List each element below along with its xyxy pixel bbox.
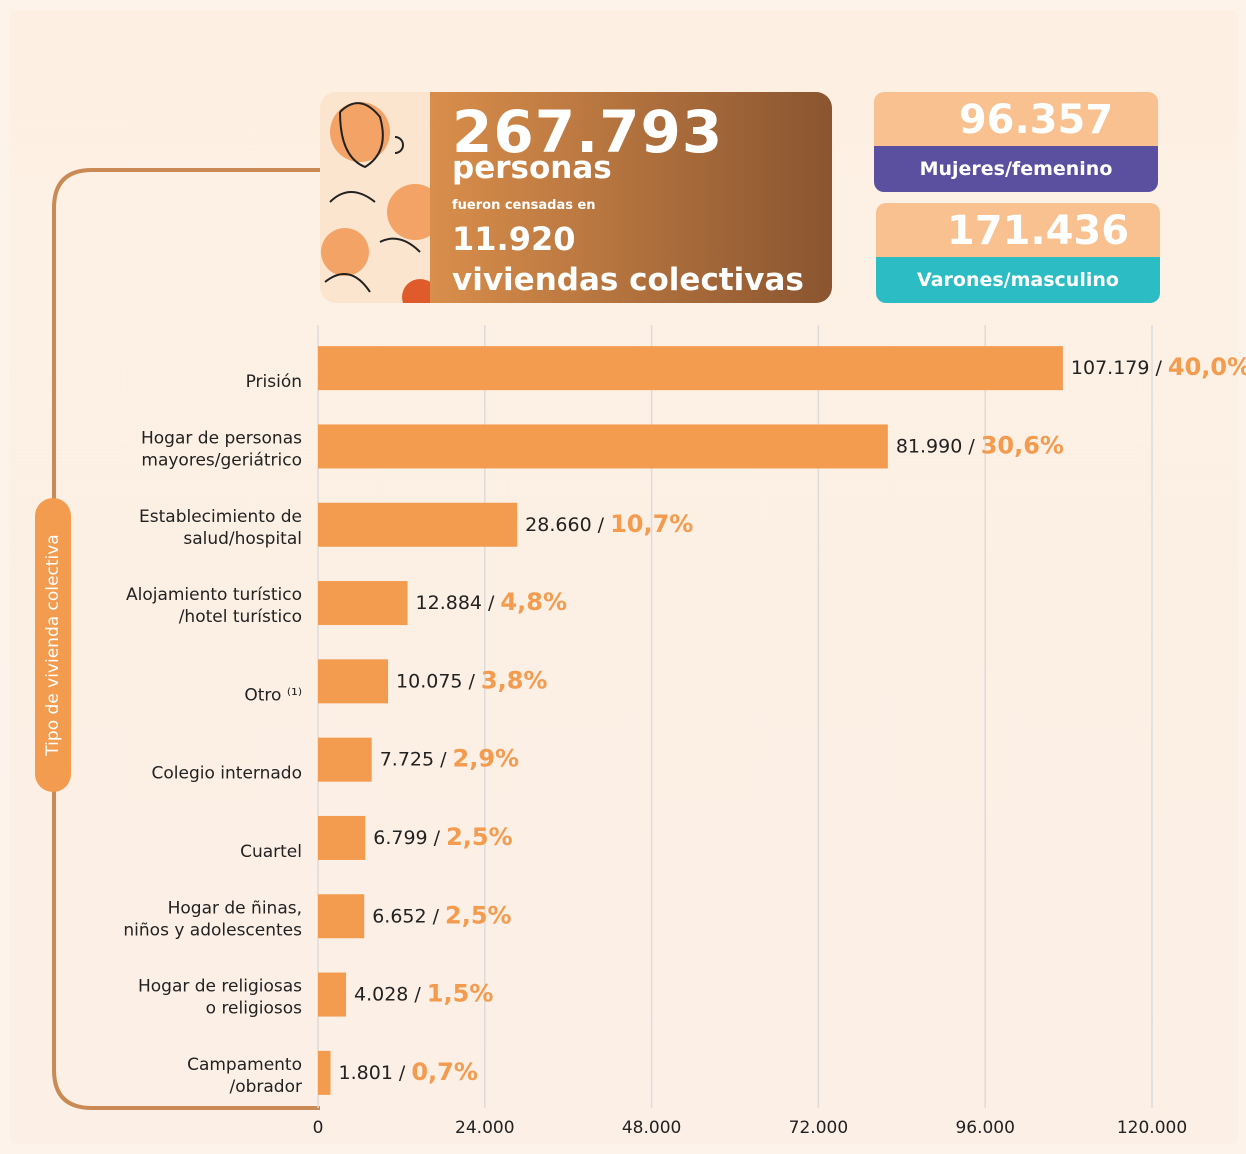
- label-separator: /: [440, 748, 447, 770]
- y-tick-label: Hogar de religiosas o religiosos: [138, 977, 302, 1019]
- x-tick-label: 24.000: [455, 1118, 514, 1138]
- total-unit: personas: [452, 150, 612, 186]
- x-tick-label: 72.000: [789, 1118, 848, 1138]
- axis-pill: [35, 498, 71, 792]
- share-label: 2,9%: [453, 745, 520, 773]
- x-tick-label: 120.000: [1117, 1118, 1187, 1138]
- bracket: [52, 168, 320, 1110]
- y-tick-label: Establecimiento de salud/hospital: [139, 507, 302, 549]
- illustration: [320, 92, 430, 303]
- data-label: 81.990 / 30,6%: [896, 431, 1064, 459]
- connector: fueron censadas en: [452, 198, 596, 213]
- value-label: 28.660: [525, 513, 591, 535]
- value-label: 7.725: [380, 748, 434, 770]
- bar: [318, 972, 346, 1017]
- share-label: 4,8%: [500, 588, 567, 616]
- y-tick-label: Cuartel: [240, 842, 302, 862]
- x-tick-label: 96.000: [955, 1118, 1014, 1138]
- faces: [321, 102, 430, 303]
- bar: [318, 424, 888, 469]
- bar: [318, 659, 389, 704]
- label-separator: /: [598, 513, 605, 535]
- share-label: 2,5%: [445, 901, 512, 929]
- data-label: 6.799 /2,5%: [373, 823, 512, 851]
- bar: [318, 581, 408, 626]
- value-label: 6.799: [373, 826, 427, 848]
- data-label: 28.660 /10,7%: [525, 510, 693, 538]
- label-separator: /: [469, 670, 476, 692]
- value-label: 10.075: [396, 670, 462, 692]
- label-separator: /: [433, 905, 440, 927]
- men-box: 171.436 Varones/masculino: [876, 203, 1160, 303]
- bar: [318, 346, 1063, 391]
- y-tick-label: Campamento/obrador: [187, 1055, 302, 1097]
- data-label: 1.801 /0,7%: [339, 1058, 478, 1086]
- dwellings-unit: viviendas colectivas: [452, 262, 804, 298]
- data-label: 12.884 /4,8%: [416, 588, 567, 616]
- women-label: Mujeres/femenino: [874, 146, 1158, 192]
- bar: [318, 502, 518, 547]
- data-label: 7.725 / 2,9%: [380, 745, 519, 773]
- women-box: 96.357 Mujeres/femenino: [874, 92, 1158, 192]
- women-value: 96.357: [874, 92, 1158, 146]
- data-label: 10.075 /3,8%: [396, 666, 547, 694]
- label-separator: /: [399, 1061, 406, 1083]
- value-label: 6.652: [372, 905, 426, 927]
- value-label: 12.884: [416, 592, 482, 614]
- men-value: 171.436: [876, 203, 1160, 257]
- y-tick-label: Prisión: [246, 372, 302, 392]
- x-tick-label: 48.000: [622, 1118, 681, 1138]
- value-label: 4.028: [354, 983, 408, 1005]
- x-tick-label: 0: [313, 1118, 324, 1138]
- bar: [318, 894, 365, 939]
- y-axis-title: Tipo de vivienda colectiva: [43, 534, 63, 756]
- bar: [318, 737, 372, 782]
- dwellings: 11.920: [452, 220, 576, 258]
- summary-card: 267.793 personas fueron censadas en 11.9…: [430, 92, 832, 303]
- value-label: 81.990: [896, 435, 962, 457]
- share-label: 0,7%: [411, 1058, 478, 1086]
- share-label: 1,5%: [427, 980, 494, 1008]
- data-label: 6.652 /2,5%: [372, 901, 511, 929]
- bar: [318, 1050, 331, 1095]
- bar: [318, 815, 366, 860]
- label-separator: /: [488, 592, 495, 614]
- share-label: 40,0%: [1168, 353, 1246, 381]
- value-label: 107.179: [1071, 357, 1150, 379]
- y-tick-label: Alojamiento turístico/hotel turístico: [126, 585, 302, 627]
- y-tick-label: Colegio internado: [152, 764, 302, 784]
- label-separator: /: [968, 435, 975, 457]
- share-label: 3,8%: [481, 666, 548, 694]
- label-separator: /: [1155, 357, 1162, 379]
- y-tick-label: Hogar de ñinas, niños y adolescentes: [123, 898, 302, 940]
- total: 267.793: [452, 98, 724, 166]
- data-label: 4.028 / 1,5%: [354, 980, 493, 1008]
- men-label: Varones/masculino: [876, 257, 1160, 303]
- share-label: 2,5%: [446, 823, 513, 851]
- label-separator: /: [414, 983, 421, 1005]
- y-tick-label: Otro ⁽¹⁾: [244, 685, 302, 705]
- share-label: 10,7%: [610, 510, 693, 538]
- data-label: 107.179/ 40,0%: [1071, 353, 1246, 381]
- label-separator: /: [434, 826, 441, 848]
- y-tick-label: Hogar de personas mayores/geriátrico: [141, 428, 302, 470]
- value-label: 1.801: [339, 1061, 393, 1083]
- share-label: 30,6%: [981, 431, 1064, 459]
